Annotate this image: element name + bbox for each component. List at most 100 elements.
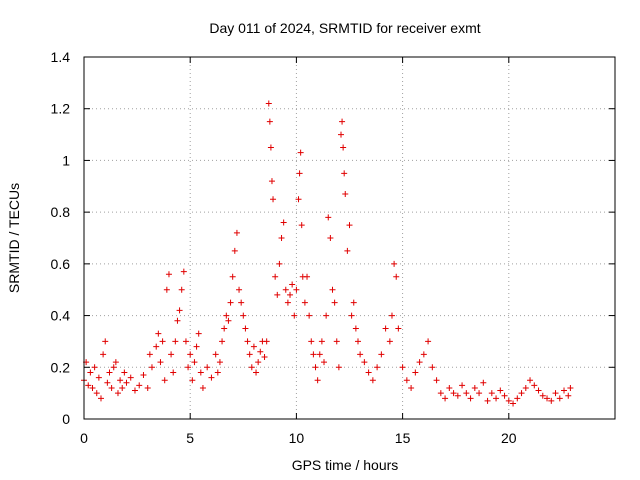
data-point (266, 118, 273, 125)
data-point (216, 359, 223, 366)
data-point (182, 338, 189, 345)
data-point (497, 387, 504, 394)
data-point (289, 281, 296, 288)
data-point (189, 377, 196, 384)
data-point (412, 369, 419, 376)
data-point (342, 191, 349, 198)
data-point (204, 364, 211, 371)
data-point (223, 312, 230, 319)
data-point (548, 397, 555, 404)
data-point (284, 299, 291, 306)
data-point (267, 144, 274, 151)
data-point (89, 384, 96, 391)
data-point (403, 377, 410, 384)
data-point (106, 369, 113, 376)
data-point (429, 364, 436, 371)
data-point (463, 390, 470, 397)
data-point (340, 144, 347, 151)
data-point (476, 390, 483, 397)
data-point (325, 214, 332, 221)
data-point (365, 369, 372, 376)
data-point (531, 382, 538, 389)
data-point (395, 325, 402, 332)
data-point (510, 400, 517, 407)
data-point (296, 170, 303, 177)
data-point (514, 395, 521, 402)
data-point (433, 377, 440, 384)
data-point (146, 351, 153, 358)
data-point (148, 364, 155, 371)
y-tick-label: 0.2 (51, 359, 71, 375)
data-point (236, 286, 243, 293)
data-point (527, 377, 534, 384)
data-point (193, 343, 200, 350)
data-point (97, 395, 104, 402)
data-point (378, 351, 385, 358)
data-point (361, 359, 368, 366)
y-tick-label: 0.4 (51, 308, 71, 324)
data-point (174, 317, 181, 324)
data-point (248, 364, 255, 371)
data-point (123, 379, 130, 386)
data-point (274, 291, 281, 298)
data-point (229, 273, 236, 280)
data-point (374, 364, 381, 371)
data-point (539, 392, 546, 399)
data-point (352, 325, 359, 332)
data-point (442, 395, 449, 402)
data-point (240, 312, 247, 319)
data-point (144, 384, 151, 391)
data-point (344, 247, 351, 254)
grid-lines (84, 57, 615, 419)
y-tick-label: 1 (62, 152, 70, 168)
data-point (535, 387, 542, 394)
data-point (501, 392, 508, 399)
data-point (168, 351, 175, 358)
data-point (157, 359, 164, 366)
data-point (454, 392, 461, 399)
y-tick-label: 0 (62, 411, 70, 427)
data-point (471, 384, 478, 391)
data-point (446, 384, 453, 391)
data-point (93, 390, 100, 397)
data-point (104, 379, 111, 386)
data-point (87, 369, 94, 376)
data-point (112, 359, 119, 366)
data-point (552, 390, 559, 397)
data-point (255, 359, 262, 366)
data-point (338, 131, 345, 138)
data-point (420, 351, 427, 358)
data-point (119, 384, 126, 391)
data-point (268, 178, 275, 185)
data-point (339, 118, 346, 125)
data-point (117, 377, 124, 384)
data-point (199, 384, 206, 391)
data-point (153, 343, 160, 350)
data-point (127, 374, 134, 381)
data-point (567, 384, 574, 391)
x-axis-label: GPS time / hours (292, 457, 399, 473)
data-point (287, 291, 294, 298)
data-point (161, 377, 168, 384)
data-point (333, 338, 340, 345)
data-point (323, 312, 330, 319)
data-point (159, 338, 166, 345)
data-point (250, 343, 257, 350)
x-tick-label: 10 (289, 430, 305, 446)
data-point (91, 364, 98, 371)
data-point (140, 372, 147, 379)
data-point (136, 382, 143, 389)
data-point (316, 351, 323, 358)
data-point (278, 235, 285, 241)
chart-title: Day 011 of 2024, SRMTID for receiver exm… (209, 20, 480, 36)
data-point (306, 312, 313, 319)
data-point (225, 317, 232, 324)
data-point (561, 387, 568, 394)
data-point (369, 377, 376, 384)
data-point (231, 247, 238, 254)
data-point (95, 374, 102, 381)
data-point (214, 369, 221, 376)
data-point (416, 359, 423, 366)
data-point (459, 382, 466, 389)
data-point (244, 338, 251, 345)
